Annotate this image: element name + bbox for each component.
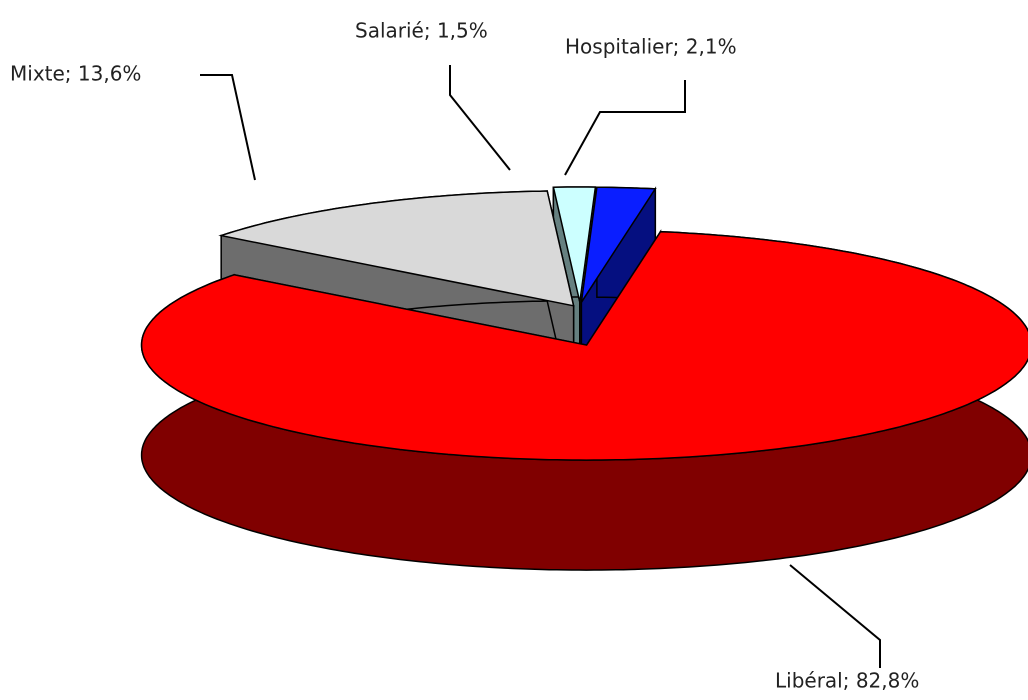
leader-line [200,74,256,181]
slice-label: Hospitalier; 2,1% [565,35,737,59]
pie [140,186,1028,571]
leader-line [789,564,881,668]
slice-label: Salarié; 1,5% [355,19,488,43]
slice [580,186,657,303]
slice [218,190,575,307]
slice-label: Libéral; 82,8% [775,669,919,693]
leader-line [449,65,511,171]
slice [140,230,1028,461]
slice-label: Mixte; 13,6% [10,62,141,86]
slice [552,186,597,303]
leader-line [564,80,686,176]
